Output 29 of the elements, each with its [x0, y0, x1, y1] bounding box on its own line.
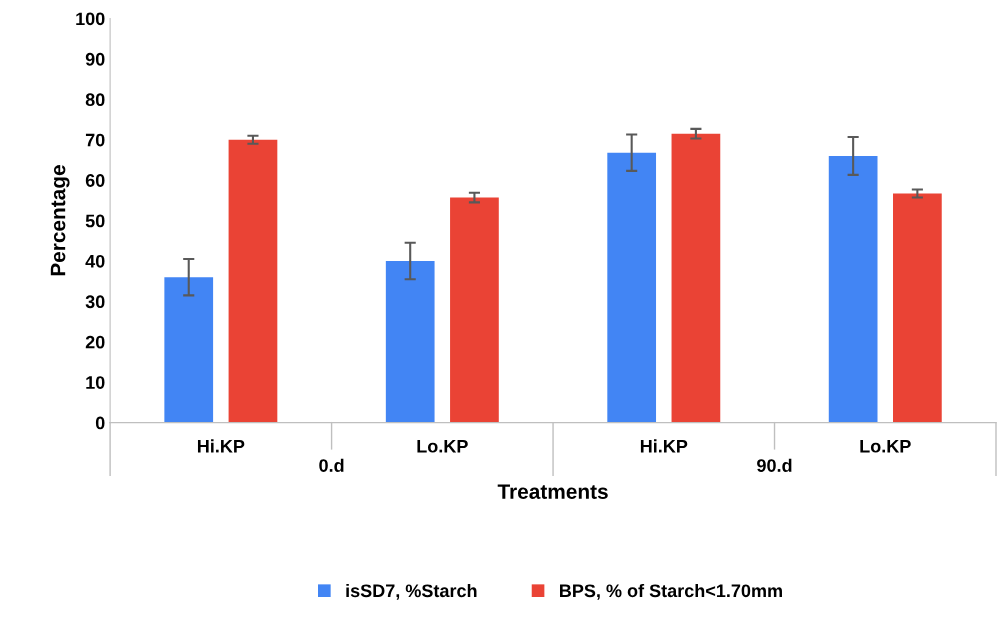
y-tick-label: 0 — [95, 416, 105, 430]
bar — [450, 197, 499, 423]
x-axis-title: Treatments — [497, 484, 608, 499]
text: 0.d — [319, 458, 344, 472]
bar — [828, 155, 878, 423]
y-tick-label: 10 — [86, 376, 105, 389]
x-tick-label: Lo.KP — [860, 439, 911, 453]
y-tick-label: 100 — [76, 12, 105, 26]
y-axis-title: Percentage — [50, 165, 70, 276]
y-tick-label: 30 — [85, 295, 105, 309]
bar — [671, 133, 721, 423]
bar — [164, 277, 214, 423]
y-tick-label: 70 — [85, 133, 105, 147]
y-tick-label: 90 — [85, 52, 105, 66]
text: 90.d — [757, 458, 792, 472]
y-tick-label: 50 — [85, 214, 105, 228]
legend-label: BPS, % of Starch<1.70mm — [560, 583, 782, 600]
y-tick-label: 80 — [85, 93, 105, 107]
x-tick-label: Hi.KP — [640, 439, 688, 453]
y-tick-label: 60 — [85, 174, 105, 187]
bar — [385, 260, 435, 423]
bar — [228, 139, 278, 423]
legend-label: isSD7, %Starch — [346, 583, 477, 600]
y-tick-label: 40 — [85, 254, 105, 268]
x-tick-label: Lo.KP — [417, 439, 468, 453]
y-tick-label: 20 — [85, 335, 105, 349]
x-tick-label: Hi.KP — [197, 439, 245, 453]
bar — [607, 152, 657, 423]
bar — [893, 193, 942, 423]
